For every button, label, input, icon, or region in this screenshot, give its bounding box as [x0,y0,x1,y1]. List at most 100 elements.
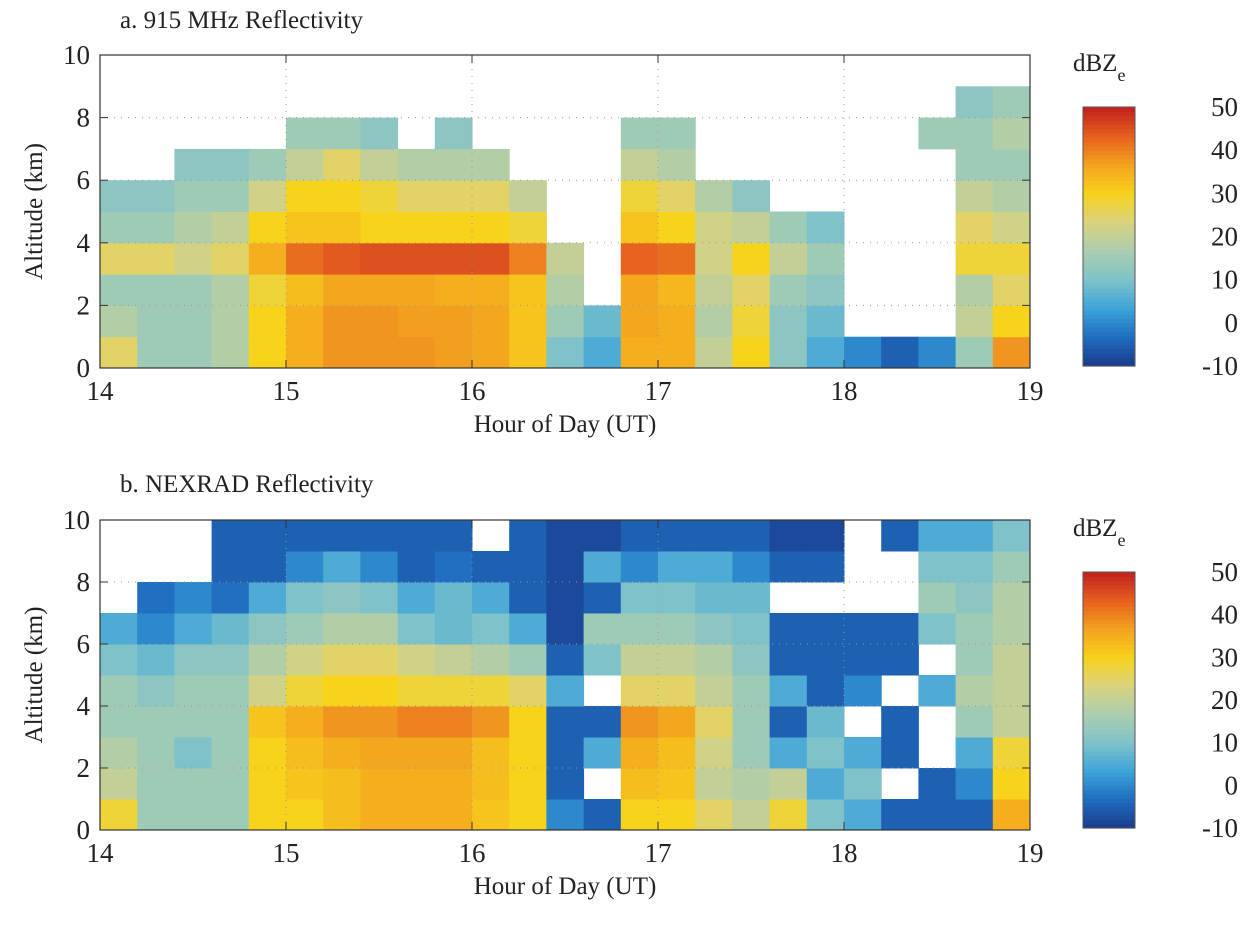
colorbar-swatch [1083,253,1135,259]
colorbar-swatch [1083,597,1135,603]
heat-cell [992,613,1031,645]
heat-cell [211,706,250,738]
heat-cell [397,551,436,583]
colorbar-swatch [1083,776,1135,782]
heat-cell [695,305,733,338]
y-tick-label: 8 [77,103,91,133]
heat-cell [806,644,845,676]
heat-cell [248,799,287,831]
heat-cell [174,305,213,338]
heat-cell [583,737,622,769]
heat-cell [323,180,361,212]
heat-cell [546,799,585,831]
heat-cell [211,274,250,306]
heat-cell [100,242,138,275]
heat-cell [174,148,213,181]
colorbar-swatch [1083,219,1135,225]
heat-cell [248,551,287,583]
heat-cell [509,675,547,707]
heat-cell [211,211,250,244]
colorbar-label-sub: e [1117,530,1125,550]
heat-cell [695,675,733,707]
y-axis-label: Altitude (km) [21,607,48,744]
heat-cell [286,644,324,676]
heat-cell [806,706,845,738]
heat-cell [137,706,175,738]
heat-cell [323,242,361,275]
heat-cell [918,336,957,369]
heat-cell [286,305,324,338]
heat-cell [174,768,213,800]
heat-cell [992,582,1031,614]
heat-cell [620,582,659,614]
heat-cell [137,644,175,676]
heat-cell [806,675,845,707]
heat-cell [397,768,436,800]
heat-cell [286,148,324,181]
colorbar-swatch [1083,180,1135,186]
heat-cell [732,242,771,275]
heat-cell [472,644,510,676]
colorbar-swatch [1083,271,1135,276]
heat-cell [472,211,510,244]
heat-cell [732,551,771,583]
heat-cell [955,644,994,676]
heat-cell [955,768,994,800]
heat-cell [844,737,882,769]
colorbar-tick-label: 20 [1211,222,1238,252]
colorbar-tick-label: -10 [1202,813,1238,843]
colorbar-swatch [1083,670,1135,675]
colorbar-swatch [1083,572,1135,577]
colorbar-swatch [1083,661,1135,667]
heat-cell [360,242,399,275]
heat-cell [992,799,1031,831]
heat-cell [732,675,771,707]
heat-cell [211,148,250,181]
heat-cell [137,799,175,831]
heat-cell [769,305,808,338]
heat-cell [732,180,771,212]
colorbar-swatch [1083,798,1135,803]
heat-cell [509,242,547,275]
heat-cell [918,551,957,583]
colorbar-label: dBZe [1073,515,1125,550]
heat-cell [769,675,808,707]
colorbar-tick-label: 0 [1225,770,1239,800]
heat-cell [100,768,138,800]
colorbar-swatch [1083,158,1135,164]
heat-cell [881,644,919,676]
heat-cell [360,117,399,150]
heat-cell [434,305,473,338]
heat-cell [546,242,585,275]
heat-cell [620,180,659,212]
heat-cell [992,520,1031,552]
colorbar-swatch [1083,781,1135,786]
heat-cell [100,644,138,676]
heat-cell [248,211,287,244]
colorbar-swatch [1083,189,1135,194]
heat-cell [844,336,882,369]
heat-cell [546,613,585,645]
heat-cell [472,180,510,212]
heat-cell [472,613,510,645]
y-tick-label: 10 [63,40,90,70]
y-tick-label: 10 [63,505,90,535]
heat-cell [137,211,175,244]
heat-cell [658,644,696,676]
heat-cell [360,520,399,552]
heat-cell [323,551,361,583]
colorbar-swatch [1083,171,1135,177]
y-tick-label: 0 [77,815,91,845]
heat-cell [174,582,213,614]
heat-cell [211,737,250,769]
y-tick-label: 4 [77,228,91,258]
heat-cell [620,551,659,583]
heat-cell [211,242,250,275]
heat-cell [658,180,696,212]
colorbar-swatch [1083,214,1135,220]
heat-cell [658,799,696,831]
chart-title: a. 915 MHz Reflectivity [120,7,363,34]
heat-cell [323,799,361,831]
heat-cell [100,336,138,369]
heat-cell [137,305,175,338]
